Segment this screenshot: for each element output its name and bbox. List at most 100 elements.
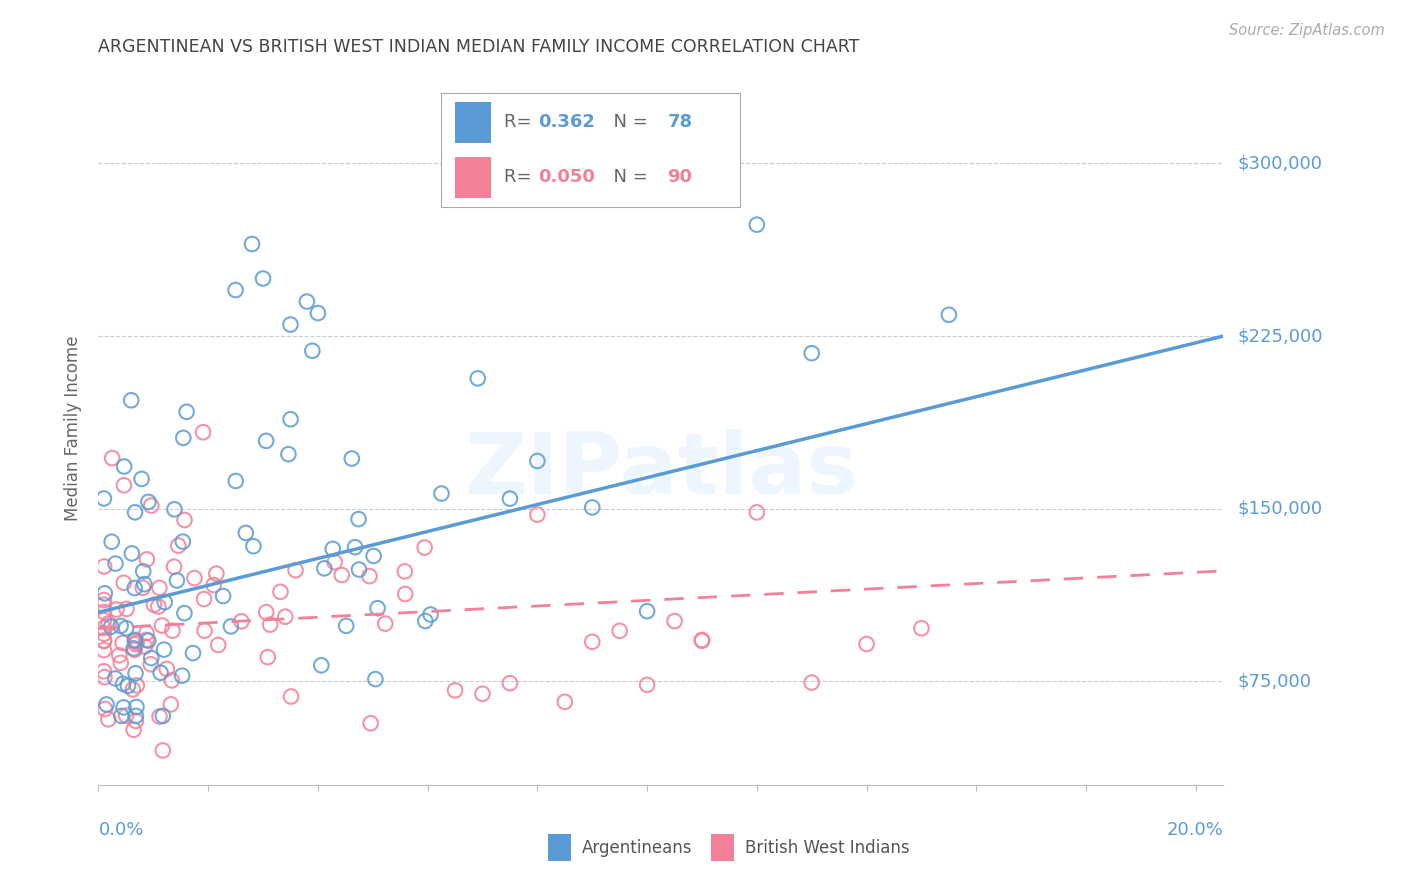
Point <box>149 665 172 680</box>
Point <box>141 499 163 513</box>
Point <box>167 539 190 553</box>
Text: $150,000: $150,000 <box>1237 500 1322 517</box>
Point <box>108 648 131 663</box>
Point <box>359 569 381 583</box>
Point <box>141 651 163 665</box>
Point <box>121 546 143 560</box>
Point <box>471 687 494 701</box>
Text: ARGENTINEAN VS BRITISH WEST INDIAN MEDIAN FAMILY INCOME CORRELATION CHART: ARGENTINEAN VS BRITISH WEST INDIAN MEDIA… <box>98 38 860 56</box>
Point <box>340 451 363 466</box>
Point <box>347 512 370 526</box>
Point <box>173 513 195 527</box>
Point <box>166 574 188 588</box>
Point <box>256 650 278 665</box>
Point <box>152 743 174 757</box>
Point <box>160 698 183 712</box>
Point <box>93 593 115 607</box>
Point <box>219 619 242 633</box>
Point <box>122 723 145 737</box>
Point <box>105 602 128 616</box>
Point <box>93 491 115 506</box>
Point <box>94 702 117 716</box>
Text: 0.050: 0.050 <box>538 169 595 186</box>
Point <box>280 412 302 426</box>
Point <box>202 578 225 592</box>
Point <box>134 577 156 591</box>
Point <box>117 679 139 693</box>
Point <box>163 559 186 574</box>
Text: 90: 90 <box>668 169 693 186</box>
Point <box>394 565 416 579</box>
Point <box>93 559 115 574</box>
Point <box>311 658 333 673</box>
Point <box>526 508 548 522</box>
Point <box>274 609 297 624</box>
Point <box>690 633 713 648</box>
Text: ZIPatlas: ZIPatlas <box>464 429 858 513</box>
Point <box>153 595 176 609</box>
Point <box>212 589 235 603</box>
Text: R=: R= <box>505 169 537 186</box>
Point <box>138 633 160 648</box>
Text: 20.0%: 20.0% <box>1167 821 1223 839</box>
Bar <box>456 157 491 198</box>
Point <box>225 474 247 488</box>
Point <box>252 271 274 285</box>
Point <box>93 605 115 619</box>
Point <box>193 592 215 607</box>
Point <box>347 562 370 576</box>
FancyBboxPatch shape <box>441 93 740 207</box>
Point <box>176 405 198 419</box>
Point <box>367 601 389 615</box>
Point <box>122 641 145 656</box>
Point <box>104 672 127 686</box>
Point <box>97 616 120 631</box>
Point <box>467 371 489 385</box>
Y-axis label: Median Family Income: Median Family Income <box>65 335 83 521</box>
Point <box>499 676 522 690</box>
Point <box>269 584 291 599</box>
Point <box>132 564 155 578</box>
Point <box>138 495 160 509</box>
Point <box>323 555 346 569</box>
Point <box>581 634 603 648</box>
Point <box>148 599 170 614</box>
Point <box>124 581 146 595</box>
Bar <box>456 102 491 143</box>
Point <box>93 665 115 679</box>
Point <box>125 700 148 714</box>
Point <box>112 677 135 691</box>
Point <box>183 571 205 585</box>
Point <box>93 634 115 648</box>
Point <box>242 539 264 553</box>
Text: Argentineans: Argentineans <box>582 838 693 856</box>
Point <box>135 552 157 566</box>
Point <box>205 566 228 581</box>
Point <box>307 306 329 320</box>
Text: 78: 78 <box>668 113 693 131</box>
Point <box>115 621 138 635</box>
Point <box>938 308 960 322</box>
Text: Source: ZipAtlas.com: Source: ZipAtlas.com <box>1229 23 1385 38</box>
Point <box>173 606 195 620</box>
Point <box>415 614 437 628</box>
Point <box>125 637 148 651</box>
Text: $300,000: $300,000 <box>1237 154 1322 172</box>
Point <box>254 434 277 448</box>
Point <box>121 682 143 697</box>
Point <box>207 638 229 652</box>
Text: $225,000: $225,000 <box>1237 327 1323 345</box>
Point <box>254 605 277 619</box>
Point <box>111 636 134 650</box>
Point <box>112 459 135 474</box>
Point <box>240 237 263 252</box>
Bar <box>548 834 571 862</box>
Point <box>112 478 135 492</box>
Point <box>124 633 146 648</box>
Point <box>330 568 353 582</box>
Point <box>335 619 357 633</box>
Point <box>181 646 204 660</box>
Point <box>93 621 115 635</box>
Point <box>609 624 631 638</box>
Point <box>690 632 713 647</box>
